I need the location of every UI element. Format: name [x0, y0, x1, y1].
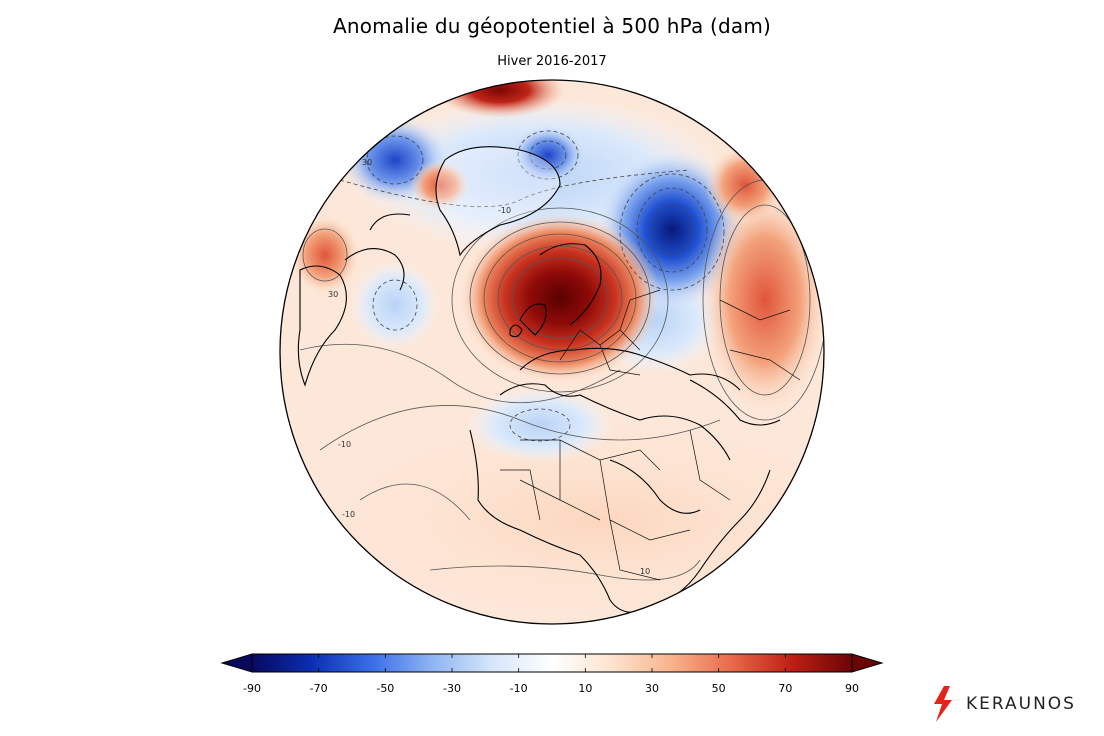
colorbar-tick-label: 50	[712, 682, 726, 695]
contour-label: 30	[362, 158, 372, 167]
contour-label: 30	[328, 290, 338, 299]
contour-labels: -10 -10 -10 10 30 30	[328, 158, 650, 576]
map-title: Anomalie du géopotentiel à 500 hPa (dam)	[332, 14, 772, 38]
lightning-icon	[934, 686, 952, 722]
red-anomaly-europe	[460, 213, 660, 383]
colorbar-tick-label: -90	[243, 682, 261, 695]
contour-label: -10	[338, 440, 351, 449]
contour-label: 10	[640, 567, 650, 576]
colorbar-tick-label: -10	[510, 682, 528, 695]
colorbar-tick-label: 70	[778, 682, 792, 695]
red-anomaly-west	[290, 215, 360, 295]
keraunos-logo: KERAUNOS	[930, 686, 1100, 726]
contour-label: -10	[342, 510, 355, 519]
colorbar-bar	[251, 653, 853, 673]
colorbar-tick-label: 90	[845, 682, 859, 695]
colorbar-tick-label: -50	[376, 682, 394, 695]
globe-map: -10 -10 -10 10 30 30	[279, 79, 825, 625]
anomaly-field: -10 -10 -10 10 30 30	[280, 80, 824, 624]
borders	[500, 289, 801, 581]
colorbar-extend-min	[220, 653, 253, 673]
colorbar-tick-label: -30	[443, 682, 461, 695]
globe-outline	[279, 79, 825, 625]
blue-anomaly-arctic	[510, 125, 586, 185]
colorbar-ticks: -90 -70 -50 -30 -10 10 30 50 70 90	[243, 654, 859, 695]
colorbar-tick-label: 30	[645, 682, 659, 695]
colorbar-extend-max	[851, 653, 884, 673]
logo-text: KERAUNOS	[966, 694, 1076, 714]
colorbar-tick-label: 10	[578, 682, 592, 695]
contour-label: -10	[498, 206, 511, 215]
red-anomaly-north	[435, 80, 565, 118]
dashed-contours	[339, 130, 725, 442]
colorbar-tick-label: -70	[310, 682, 328, 695]
colorbar: -90 -70 -50 -30 -10 10 30 50 70 90	[220, 653, 884, 695]
red-anomaly-east	[700, 185, 824, 415]
map-subtitle: Hiver 2016-2017	[497, 54, 607, 69]
